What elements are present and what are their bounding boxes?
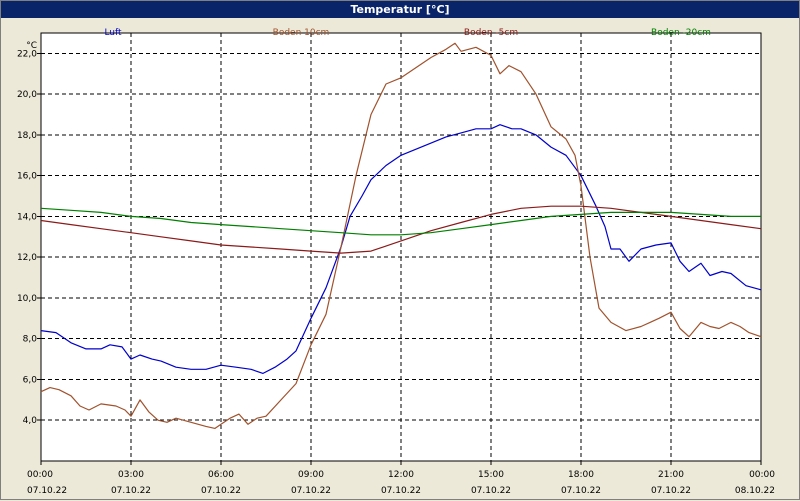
y-tick-label: 18,0 xyxy=(17,131,37,141)
legend-entry: Boden -5cm xyxy=(464,28,518,38)
series-line xyxy=(40,42,762,429)
x-tick-date-label: 07.10.22 xyxy=(291,486,331,496)
y-axis-unit-label: °C xyxy=(26,41,37,51)
legend-entry: Boden -20cm xyxy=(651,28,711,38)
x-tick-date-label: 07.10.22 xyxy=(201,486,241,496)
y-tick-label: 10,0 xyxy=(17,294,37,304)
x-tick-date-label: 07.10.22 xyxy=(651,486,691,496)
series-line xyxy=(40,207,761,236)
series-line xyxy=(40,205,762,254)
y-tick-label: 8,0 xyxy=(23,335,38,345)
x-tick-time-label: 12:00 xyxy=(388,470,414,480)
x-tick-time-label: 00:00 xyxy=(749,470,775,480)
legend-entry: Luft xyxy=(104,28,122,38)
x-tick-time-label: 18:00 xyxy=(568,470,594,480)
plot-border xyxy=(40,32,762,462)
x-tick-time-label: 03:00 xyxy=(118,470,144,480)
y-tick-label: 6,0 xyxy=(23,375,38,385)
y-tick-label: 22,0 xyxy=(17,49,37,59)
x-tick-time-label: 15:00 xyxy=(478,470,504,480)
x-tick-time-label: 00:00 xyxy=(27,470,53,480)
y-tick-label: 14,0 xyxy=(17,212,37,222)
y-tick-label: 4,0 xyxy=(23,416,38,426)
y-tick-label: 12,0 xyxy=(17,253,37,263)
y-tick-label: 20,0 xyxy=(17,90,37,100)
x-tick-date-label: 07.10.22 xyxy=(27,486,67,496)
legend-entry: Boden 10cm xyxy=(273,28,330,38)
x-tick-time-label: 21:00 xyxy=(658,470,684,480)
x-tick-time-label: 06:00 xyxy=(208,470,234,480)
x-tick-date-label: 08.10.22 xyxy=(735,486,775,496)
x-tick-date-label: 07.10.22 xyxy=(561,486,601,496)
x-tick-date-label: 07.10.22 xyxy=(471,486,511,496)
x-tick-date-label: 07.10.22 xyxy=(111,486,151,496)
x-tick-date-label: 07.10.22 xyxy=(381,486,421,496)
y-tick-label: 16,0 xyxy=(17,172,37,182)
series-line xyxy=(40,124,762,374)
chart-title: Temperatur [°C] xyxy=(1,1,799,18)
x-tick-time-label: 09:00 xyxy=(298,470,324,480)
